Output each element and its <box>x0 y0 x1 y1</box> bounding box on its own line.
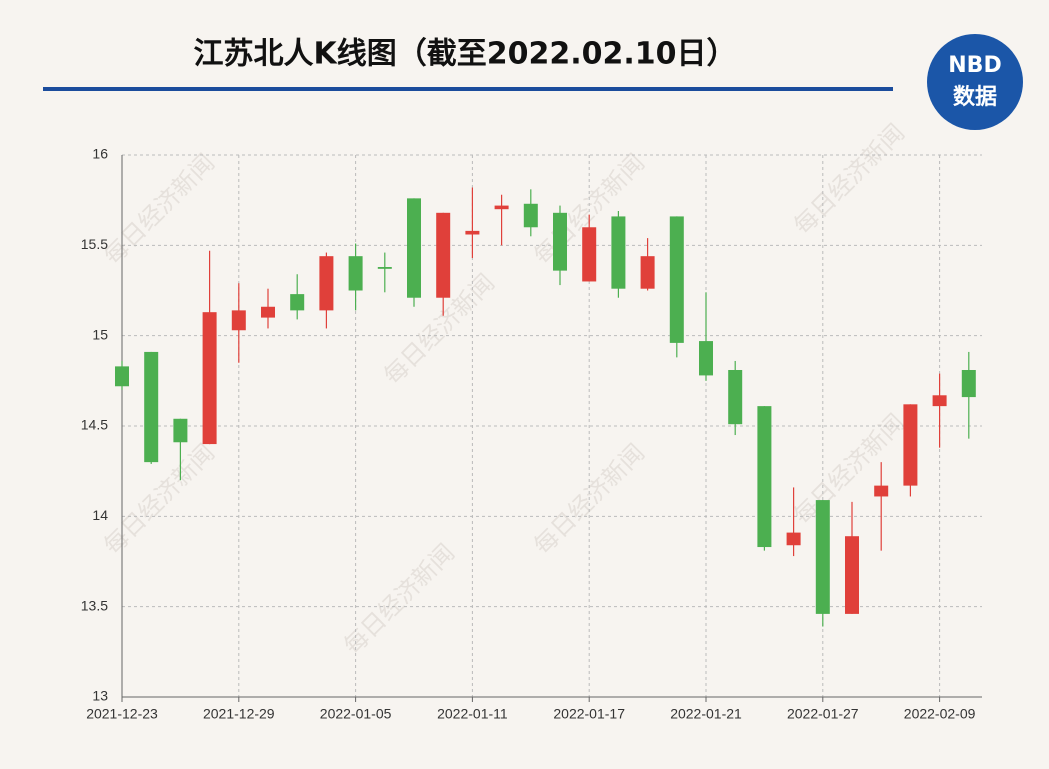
candle-body <box>640 256 655 289</box>
candle-body <box>699 341 713 376</box>
candle-body <box>874 485 889 497</box>
logo-text: NBD <box>948 53 1001 78</box>
candle-body <box>407 198 421 298</box>
candle-body <box>786 532 801 546</box>
y-tick-label: 15.5 <box>81 236 108 252</box>
candle-body <box>348 256 363 291</box>
candle-body <box>728 369 743 425</box>
y-tick-label: 15 <box>92 326 108 342</box>
candle-body <box>202 312 217 445</box>
candle-body <box>582 227 597 282</box>
candle-body <box>261 306 275 318</box>
y-tick-label: 14 <box>92 507 108 523</box>
y-tick-label: 13 <box>92 688 108 704</box>
candle-body <box>319 256 334 311</box>
candle-body <box>961 369 976 398</box>
candle-body <box>845 536 859 614</box>
candle-body <box>144 351 159 463</box>
y-tick-label: 13.5 <box>81 597 108 613</box>
candle-body <box>231 310 246 331</box>
candle-body <box>932 395 947 407</box>
x-tick-label: 2022-01-27 <box>787 706 859 722</box>
candle-body <box>377 267 392 269</box>
candle-body <box>669 216 684 343</box>
y-tick-label: 14.5 <box>81 417 108 433</box>
candle-body <box>494 205 509 210</box>
candle-body <box>611 216 626 289</box>
candle-body <box>290 294 305 311</box>
y-tick-label: 16 <box>92 146 108 162</box>
candle-body <box>553 212 567 271</box>
x-tick-label: 2022-01-21 <box>670 706 742 722</box>
x-tick-label: 2021-12-29 <box>203 706 275 722</box>
candle-body <box>815 500 830 614</box>
logo <box>927 34 1023 130</box>
x-tick-label: 2022-01-11 <box>437 706 508 722</box>
candle-body <box>115 366 129 387</box>
x-tick-label: 2021-12-23 <box>86 706 158 722</box>
candle-body <box>465 230 480 235</box>
x-tick-label: 2022-02-09 <box>904 706 976 722</box>
chart-title: 江苏北人K线图（截至2022.02.10日） <box>193 37 736 72</box>
candle-body <box>436 212 451 298</box>
candle-body <box>903 404 918 486</box>
candle-body <box>173 418 188 443</box>
candle-body <box>523 203 538 228</box>
x-tick-label: 2022-01-17 <box>553 706 625 722</box>
logo-text: 数据 <box>953 84 997 110</box>
candle-body <box>757 406 772 548</box>
title-underline <box>43 87 893 91</box>
x-tick-label: 2022-01-05 <box>320 706 392 722</box>
